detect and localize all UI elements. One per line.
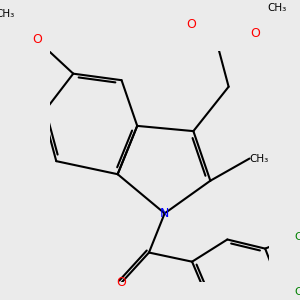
Text: O: O xyxy=(117,276,127,289)
Text: O: O xyxy=(250,27,260,40)
Text: CH₃: CH₃ xyxy=(268,3,287,14)
Text: CH₃: CH₃ xyxy=(0,9,14,19)
Text: N: N xyxy=(160,207,169,220)
Text: CH₃: CH₃ xyxy=(250,154,269,164)
Text: O: O xyxy=(186,17,196,31)
Text: O: O xyxy=(32,33,42,46)
Text: Cl: Cl xyxy=(294,287,300,297)
Text: Cl: Cl xyxy=(294,232,300,242)
